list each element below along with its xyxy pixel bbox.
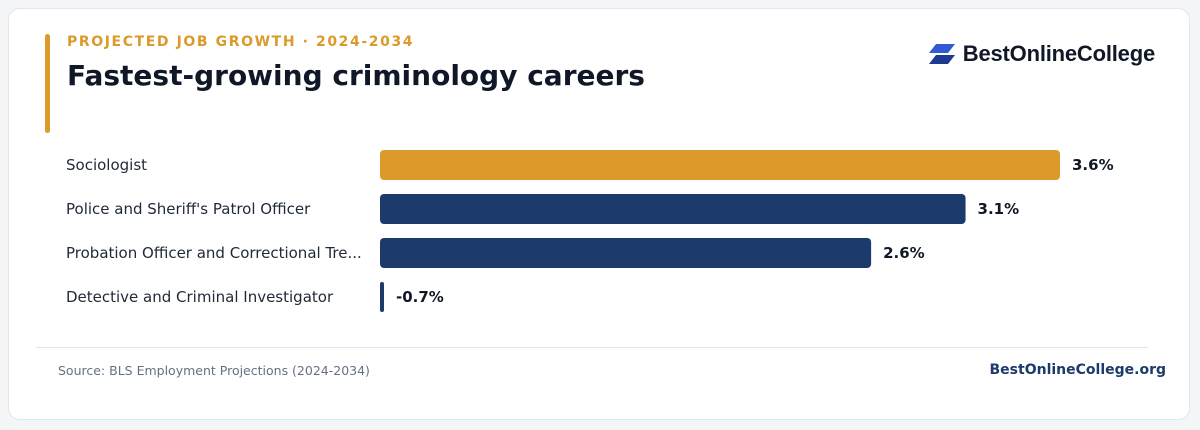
category-label: Police and Sheriff's Patrol Officer bbox=[66, 200, 311, 218]
accent-bar bbox=[45, 34, 50, 133]
bar[interactable] bbox=[380, 150, 1060, 180]
bar[interactable] bbox=[380, 282, 384, 312]
category-label: Detective and Criminal Investigator bbox=[66, 288, 334, 306]
site-link[interactable]: BestOnlineCollege.org bbox=[989, 362, 1166, 378]
chart-card: PROJECTED JOB GROWTH · 2024-2034 Fastest… bbox=[8, 8, 1190, 420]
value-label: 3.6% bbox=[1072, 156, 1114, 174]
category-label: Probation Officer and Correctional Tre..… bbox=[66, 244, 362, 262]
value-label: 3.1% bbox=[978, 200, 1020, 218]
value-label: 2.6% bbox=[883, 244, 925, 262]
brand-logo-icon bbox=[928, 44, 955, 64]
value-label: -0.7% bbox=[396, 288, 444, 306]
category-label: Sociologist bbox=[66, 156, 147, 174]
eyebrow-label: PROJECTED JOB GROWTH · 2024-2034 bbox=[67, 34, 415, 50]
footer-divider bbox=[36, 347, 1148, 348]
bar[interactable] bbox=[380, 194, 966, 224]
bar[interactable] bbox=[380, 238, 872, 268]
brand-name: BestOnlineCollege bbox=[962, 41, 1155, 66]
brand-logo[interactable]: BestOnlineCollege bbox=[928, 41, 1155, 67]
chart-title: Fastest-growing criminology careers bbox=[67, 59, 645, 92]
source-note: Source: BLS Employment Projections (2024… bbox=[58, 363, 370, 378]
